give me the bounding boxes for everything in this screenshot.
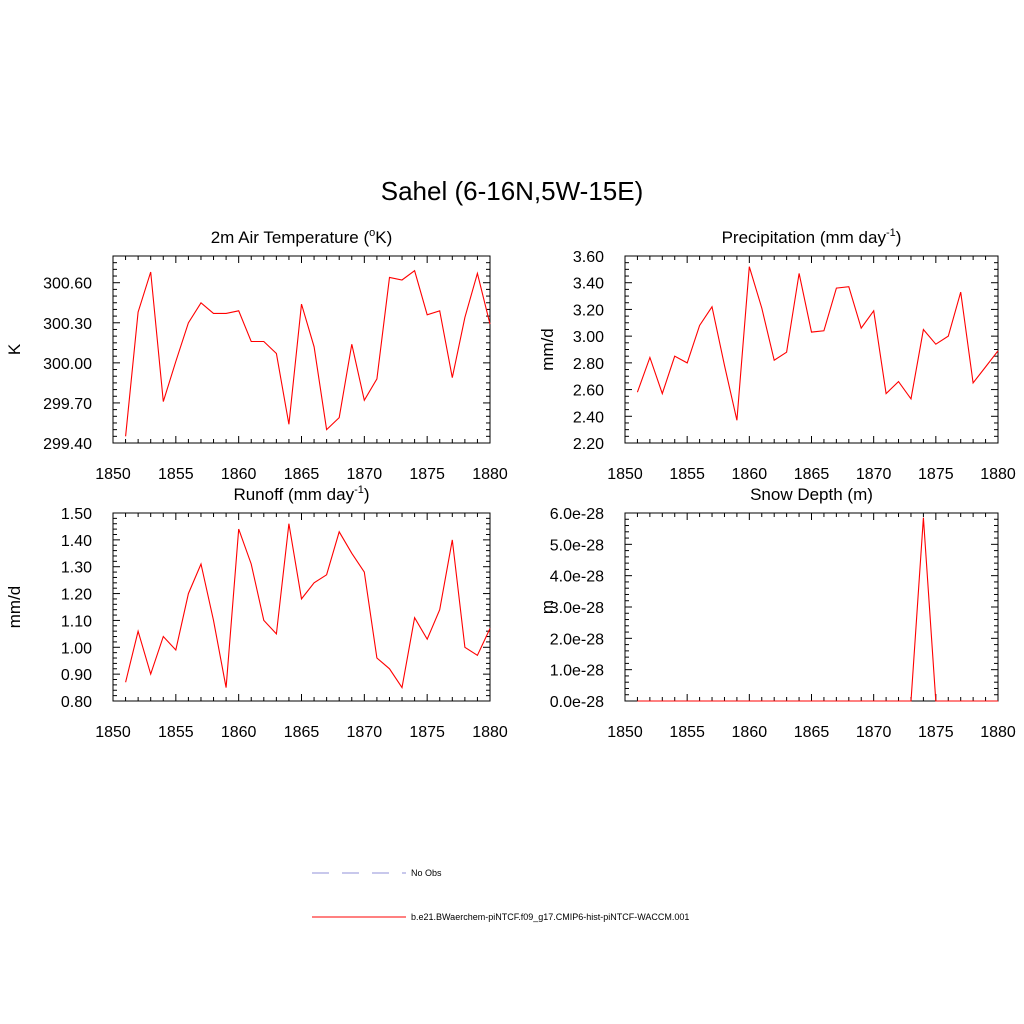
x-tick-label: 1865 bbox=[284, 466, 320, 483]
figure-title: Sahel (6-16N,5W-15E) bbox=[381, 176, 644, 206]
y-tick-label: 299.40 bbox=[43, 436, 92, 453]
panel-2: Precipitation (mm day-1) 1850 1855 1860 1865… bbox=[538, 227, 1016, 483]
y-tick-label: 2.0e-28 bbox=[550, 631, 604, 648]
y-tick-label: 1.0e-28 bbox=[550, 663, 604, 680]
panels: 2m Air Temperature (oK)1850 1855 1860 1865 1… bbox=[5, 227, 1016, 741]
y-tick-label: 5.0e-28 bbox=[550, 537, 604, 554]
panel-title: Precipitation (mm day-1) bbox=[722, 227, 902, 247]
y-tick-label: 2.40 bbox=[573, 409, 604, 426]
x-tick-label: 1860 bbox=[732, 724, 768, 741]
x-tick-label: 1860 bbox=[732, 466, 768, 483]
plot-frame bbox=[112, 255, 491, 444]
x-tick-label: 1850 bbox=[95, 466, 131, 483]
x-tick-label: 1875 bbox=[918, 724, 954, 741]
x-tick-label: 1860 bbox=[221, 466, 257, 483]
x-tick-label: 1880 bbox=[980, 466, 1016, 483]
y-axis-label: K bbox=[5, 343, 24, 355]
x-tick-label: 1870 bbox=[347, 724, 383, 741]
panel-title-main: Snow Depth (m) bbox=[750, 485, 873, 504]
y-tick-label: 0.90 bbox=[61, 667, 92, 684]
y-axis-label: mm/d bbox=[538, 328, 557, 371]
y-tick-label: 4.0e-28 bbox=[550, 569, 604, 586]
legend-no-obs-label: No Obs bbox=[411, 868, 442, 878]
series-line-1 bbox=[636, 266, 999, 421]
y-tick-label: 3.20 bbox=[573, 302, 604, 319]
x-tick-label: 1865 bbox=[794, 466, 830, 483]
panel-title-superscript: o bbox=[369, 227, 375, 239]
x-tick-label: 1850 bbox=[95, 724, 131, 741]
y-tick-label: 300.30 bbox=[43, 316, 92, 333]
y-axis-label: m bbox=[538, 600, 557, 614]
x-tick-label: 1875 bbox=[409, 466, 445, 483]
panel-3: Runoff (mm day-1) 1850 1855 1860 1865 1870 187… bbox=[5, 484, 508, 741]
panel-title-end: ) bbox=[896, 228, 902, 247]
x-tick-label: 1860 bbox=[221, 724, 257, 741]
legend: No Obs b.e21.BWaerchem-piNTCF.f09_g17.CM… bbox=[312, 868, 689, 922]
y-tick-label: 3.40 bbox=[573, 276, 604, 293]
panel-title: 2m Air Temperature (oK) bbox=[211, 227, 393, 247]
y-tick-label: 3.60 bbox=[573, 249, 604, 266]
panel-1: 2m Air Temperature (oK) 1850 1855 1860 1865 1… bbox=[5, 227, 508, 483]
y-tick-label: 0.0e-28 bbox=[550, 694, 604, 711]
x-tick-label: 1875 bbox=[409, 724, 445, 741]
y-tick-label: 6.0e-28 bbox=[550, 506, 604, 523]
plot-frame bbox=[624, 512, 999, 702]
x-tick-label: 1855 bbox=[158, 724, 194, 741]
plot-frame bbox=[624, 255, 999, 444]
x-tick-label: 1880 bbox=[472, 466, 508, 483]
panel-title-superscript: -1 bbox=[886, 227, 896, 239]
panel-title-superscript: -1 bbox=[354, 484, 364, 496]
panel-title-main: 2m Air Temperature ( bbox=[211, 228, 370, 247]
panel-4: Snow Depth (m) 1850 1855 1860 1865 1870 1875 18… bbox=[538, 485, 1016, 741]
y-tick-label: 300.00 bbox=[43, 356, 92, 373]
panel-title-end: ) bbox=[364, 485, 370, 504]
y-tick-label: 1.30 bbox=[61, 560, 92, 577]
y-tick-label: 1.50 bbox=[61, 506, 92, 523]
x-tick-label: 1865 bbox=[794, 724, 830, 741]
y-tick-label: 1.10 bbox=[61, 613, 92, 630]
panel-title: Runoff (mm day-1) bbox=[233, 484, 369, 504]
x-tick-label: 1865 bbox=[284, 724, 320, 741]
x-tick-label: 1855 bbox=[669, 466, 705, 483]
y-tick-label: 2.60 bbox=[573, 383, 604, 400]
x-tick-label: 1870 bbox=[856, 466, 892, 483]
y-tick-label: 2.20 bbox=[573, 436, 604, 453]
y-tick-label: 1.40 bbox=[61, 533, 92, 550]
y-tick-label: 3.0e-28 bbox=[550, 600, 604, 617]
x-tick-label: 1880 bbox=[472, 724, 508, 741]
y-tick-label: 300.60 bbox=[43, 276, 92, 293]
x-tick-label: 1875 bbox=[918, 466, 954, 483]
x-tick-label: 1855 bbox=[158, 466, 194, 483]
series-line-1 bbox=[125, 269, 491, 437]
y-tick-label: 2.80 bbox=[573, 356, 604, 373]
plot-frame bbox=[112, 512, 491, 702]
panel-title-main: Precipitation (mm day bbox=[722, 228, 887, 247]
x-tick-label: 1850 bbox=[607, 724, 643, 741]
y-axis-label: mm/d bbox=[5, 586, 24, 629]
x-tick-label: 1850 bbox=[607, 466, 643, 483]
panel-title: Snow Depth (m) bbox=[750, 485, 873, 504]
legend-model-label: b.e21.BWaerchem-piNTCF.f09_g17.CMIP6-his… bbox=[411, 912, 689, 922]
y-tick-label: 3.00 bbox=[573, 329, 604, 346]
y-tick-label: 299.70 bbox=[43, 396, 92, 413]
series-line-1 bbox=[125, 523, 491, 690]
y-tick-label: 1.00 bbox=[61, 640, 92, 657]
panel-title-main: Runoff (mm day bbox=[233, 485, 354, 504]
y-tick-label: 0.80 bbox=[61, 694, 92, 711]
x-tick-label: 1870 bbox=[347, 466, 383, 483]
x-tick-label: 1855 bbox=[669, 724, 705, 741]
panel-title-end: K) bbox=[375, 228, 392, 247]
x-tick-label: 1870 bbox=[856, 724, 892, 741]
y-tick-label: 1.20 bbox=[61, 587, 92, 604]
x-tick-label: 1880 bbox=[980, 724, 1016, 741]
series-line-1 bbox=[637, 517, 998, 702]
